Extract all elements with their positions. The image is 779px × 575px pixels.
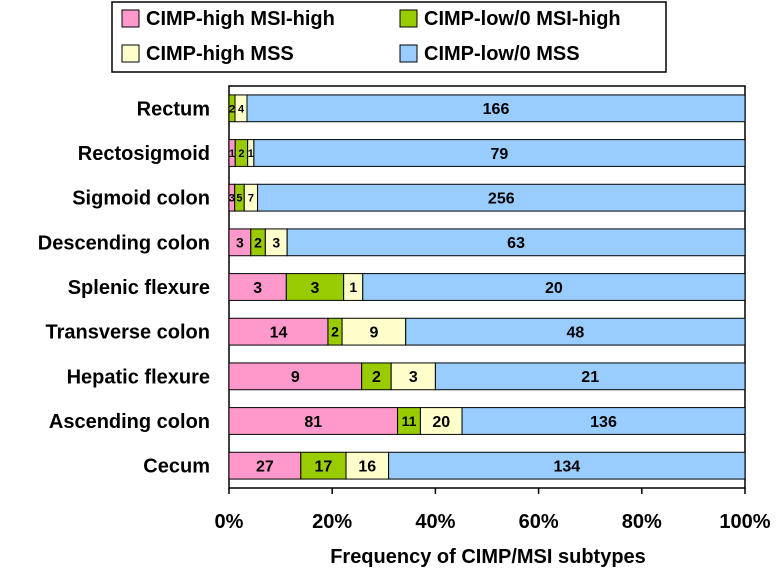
category-label-sigmoid-colon: Sigmoid colon bbox=[72, 188, 210, 210]
bar-segment-ascending-colon-cimp-high-mss bbox=[419, 407, 463, 435]
data-label-sigmoid-colon-cimp-high-mss: 7 bbox=[248, 193, 254, 205]
bar-segment-ascending-colon-cimp-low-0-mss bbox=[461, 407, 746, 435]
category-label-descending-colon: Descending colon bbox=[38, 232, 210, 254]
x-tick-label: 100% bbox=[719, 511, 770, 533]
data-label-ascending-colon-cimp-low-0-mss: 136 bbox=[590, 414, 617, 431]
data-label-hepatic-flexure-cimp-low-0-mss: 21 bbox=[581, 369, 599, 386]
data-label-transverse-colon-cimp-high-mss: 9 bbox=[369, 324, 378, 341]
x-axis: 0% 20% 40% 60% 80% 100% bbox=[215, 488, 771, 533]
data-label-rectosigmoid-cimp-low-0-msi-high: 2 bbox=[238, 148, 244, 160]
bar-segment-sigmoid-colon-cimp-low-0-mss bbox=[257, 183, 746, 212]
x-tick-label: 80% bbox=[622, 511, 662, 533]
data-label-rectosigmoid-cimp-high-msi-high: 1 bbox=[229, 148, 235, 160]
bar-segment-transverse-colon-cimp-low-0-mss bbox=[405, 317, 746, 346]
legend-label-cimp-low-0-mss: CIMP-low/0 MSS bbox=[424, 43, 580, 65]
data-label-hepatic-flexure-cimp-high-mss: 3 bbox=[409, 369, 418, 386]
data-label-rectum-cimp-high-mss: 4 bbox=[238, 103, 245, 115]
x-tick-label: 0% bbox=[215, 511, 244, 533]
category-label-rectum: Rectum bbox=[137, 98, 210, 120]
data-label-sigmoid-colon-cimp-low-0-msi-high: 5 bbox=[236, 193, 242, 205]
data-label-ascending-colon-cimp-low-0-msi-high: 11 bbox=[402, 413, 417, 429]
category-label-rectosigmoid: Rectosigmoid bbox=[78, 143, 210, 165]
data-label-splenic-flexure-cimp-low-0-mss: 20 bbox=[545, 280, 563, 297]
data-label-sigmoid-colon-cimp-high-msi-high: 3 bbox=[229, 193, 235, 205]
data-label-descending-colon-cimp-high-msi-high: 3 bbox=[236, 234, 244, 250]
bar-segment-cecum-cimp-high-msi-high bbox=[228, 451, 302, 480]
data-label-descending-colon-cimp-low-0-mss: 63 bbox=[507, 235, 525, 252]
bar-segment-rectosigmoid-cimp-low-0-mss bbox=[253, 139, 746, 167]
bar-segment-hepatic-flexure-cimp-high-msi-high bbox=[228, 362, 363, 391]
bar-segment-cecum-cimp-low-0-mss bbox=[388, 451, 746, 480]
data-label-transverse-colon-cimp-high-msi-high: 14 bbox=[270, 324, 288, 341]
legend: CIMP-high MSI-high CIMP-low/0 MSI-high CIM… bbox=[111, 1, 667, 73]
data-label-splenic-flexure-cimp-high-msi-high: 3 bbox=[253, 280, 262, 297]
bar-segment-hepatic-flexure-cimp-low-0-mss bbox=[434, 362, 746, 391]
bar-segment-splenic-flexure-cimp-low-0-mss bbox=[362, 273, 746, 301]
legend-swatch-cimp-low-0-msi-high bbox=[399, 9, 418, 28]
data-label-hepatic-flexure-cimp-low-0-msi-high: 2 bbox=[372, 369, 381, 386]
x-tick-label: 20% bbox=[312, 511, 352, 533]
bar-segment-cecum-cimp-high-mss bbox=[345, 451, 390, 480]
x-axis-label: Frequency of CIMP/MSI subtypes bbox=[330, 546, 646, 568]
legend-box bbox=[111, 1, 667, 73]
data-label-cecum-cimp-high-msi-high: 27 bbox=[256, 458, 274, 475]
category-label-splenic-flexure: Splenic flexure bbox=[68, 277, 210, 299]
data-label-splenic-flexure-cimp-low-0-msi-high: 3 bbox=[311, 280, 320, 297]
bar-segment-ascending-colon-cimp-high-msi-high bbox=[228, 407, 399, 435]
category-label-hepatic-flexure: Hepatic flexure bbox=[67, 366, 210, 388]
data-label-ascending-colon-cimp-high-mss: 20 bbox=[432, 414, 450, 431]
bar-segment-hepatic-flexure-cimp-low-0-msi-high bbox=[361, 362, 392, 391]
category-label-cecum: Cecum bbox=[143, 456, 210, 478]
data-label-transverse-colon-cimp-low-0-mss: 48 bbox=[566, 324, 584, 341]
bar-segment-rectum-cimp-low-0-mss bbox=[246, 94, 746, 123]
bar-segment-cecum-cimp-low-0-msi-high bbox=[300, 451, 347, 480]
bar-segment-descending-colon-cimp-low-0-mss bbox=[286, 228, 746, 257]
legend-label-cimp-high-msi-high: CIMP-high MSI-high bbox=[146, 8, 335, 30]
bar-segment-transverse-colon-cimp-high-msi-high bbox=[228, 317, 329, 346]
data-label-cecum-cimp-high-mss: 16 bbox=[358, 458, 376, 475]
data-label-sigmoid-colon-cimp-low-0-mss: 256 bbox=[488, 190, 515, 207]
data-label-descending-colon-cimp-high-mss: 3 bbox=[272, 234, 280, 250]
category-label-transverse-colon: Transverse colon bbox=[45, 322, 210, 344]
legend-swatch-cimp-high-mss bbox=[121, 44, 140, 63]
data-label-hepatic-flexure-cimp-high-msi-high: 9 bbox=[291, 369, 300, 386]
data-label-rectum-cimp-low-0-msi-high: 2 bbox=[229, 103, 235, 115]
category-label-ascending-colon: Ascending colon bbox=[49, 411, 210, 433]
legend-label-cimp-high-mss: CIMP-high MSS bbox=[146, 43, 294, 65]
data-label-cecum-cimp-low-0-mss: 134 bbox=[553, 458, 580, 475]
bar-segment-splenic-flexure-cimp-high-msi-high bbox=[228, 273, 287, 301]
x-tick-label: 60% bbox=[519, 511, 559, 533]
data-label-ascending-colon-cimp-high-msi-high: 81 bbox=[304, 414, 322, 431]
legend-swatch-cimp-low-0-mss bbox=[399, 44, 418, 63]
x-tick-label: 40% bbox=[415, 511, 455, 533]
data-label-descending-colon-cimp-low-0-msi-high: 2 bbox=[254, 234, 262, 250]
bar-segment-hepatic-flexure-cimp-high-mss bbox=[390, 362, 436, 391]
data-label-splenic-flexure-cimp-high-mss: 1 bbox=[349, 279, 357, 295]
legend-swatch-cimp-high-msi-high bbox=[121, 9, 140, 28]
data-label-rectosigmoid-cimp-low-0-mss: 79 bbox=[491, 146, 509, 163]
data-label-cecum-cimp-low-0-msi-high: 17 bbox=[315, 458, 333, 475]
legend-label-cimp-low-0-msi-high: CIMP-low/0 MSI-high bbox=[424, 8, 621, 30]
data-label-transverse-colon-cimp-low-0-msi-high: 2 bbox=[331, 324, 339, 340]
data-label-rectum-cimp-low-0-mss: 166 bbox=[483, 101, 510, 118]
data-label-rectosigmoid-cimp-high-mss: 1 bbox=[248, 148, 254, 160]
